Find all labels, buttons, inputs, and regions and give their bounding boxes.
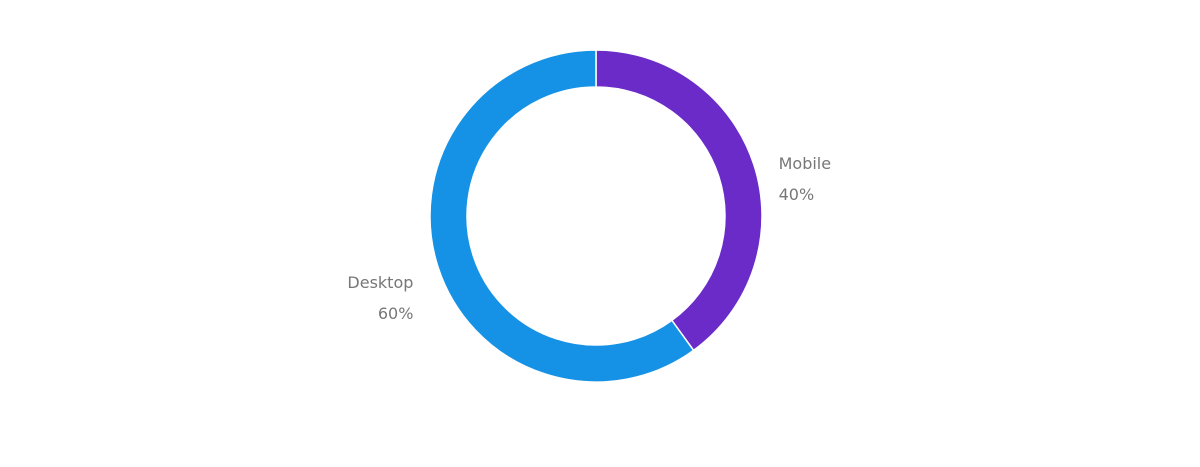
slice <box>429 49 695 383</box>
slice-label: Mobile <box>779 154 831 173</box>
slice-value-label: 60% <box>378 304 414 323</box>
slice-label: Desktop <box>347 273 413 292</box>
slice <box>595 49 763 352</box>
slice-value-label: 40% <box>779 185 815 204</box>
